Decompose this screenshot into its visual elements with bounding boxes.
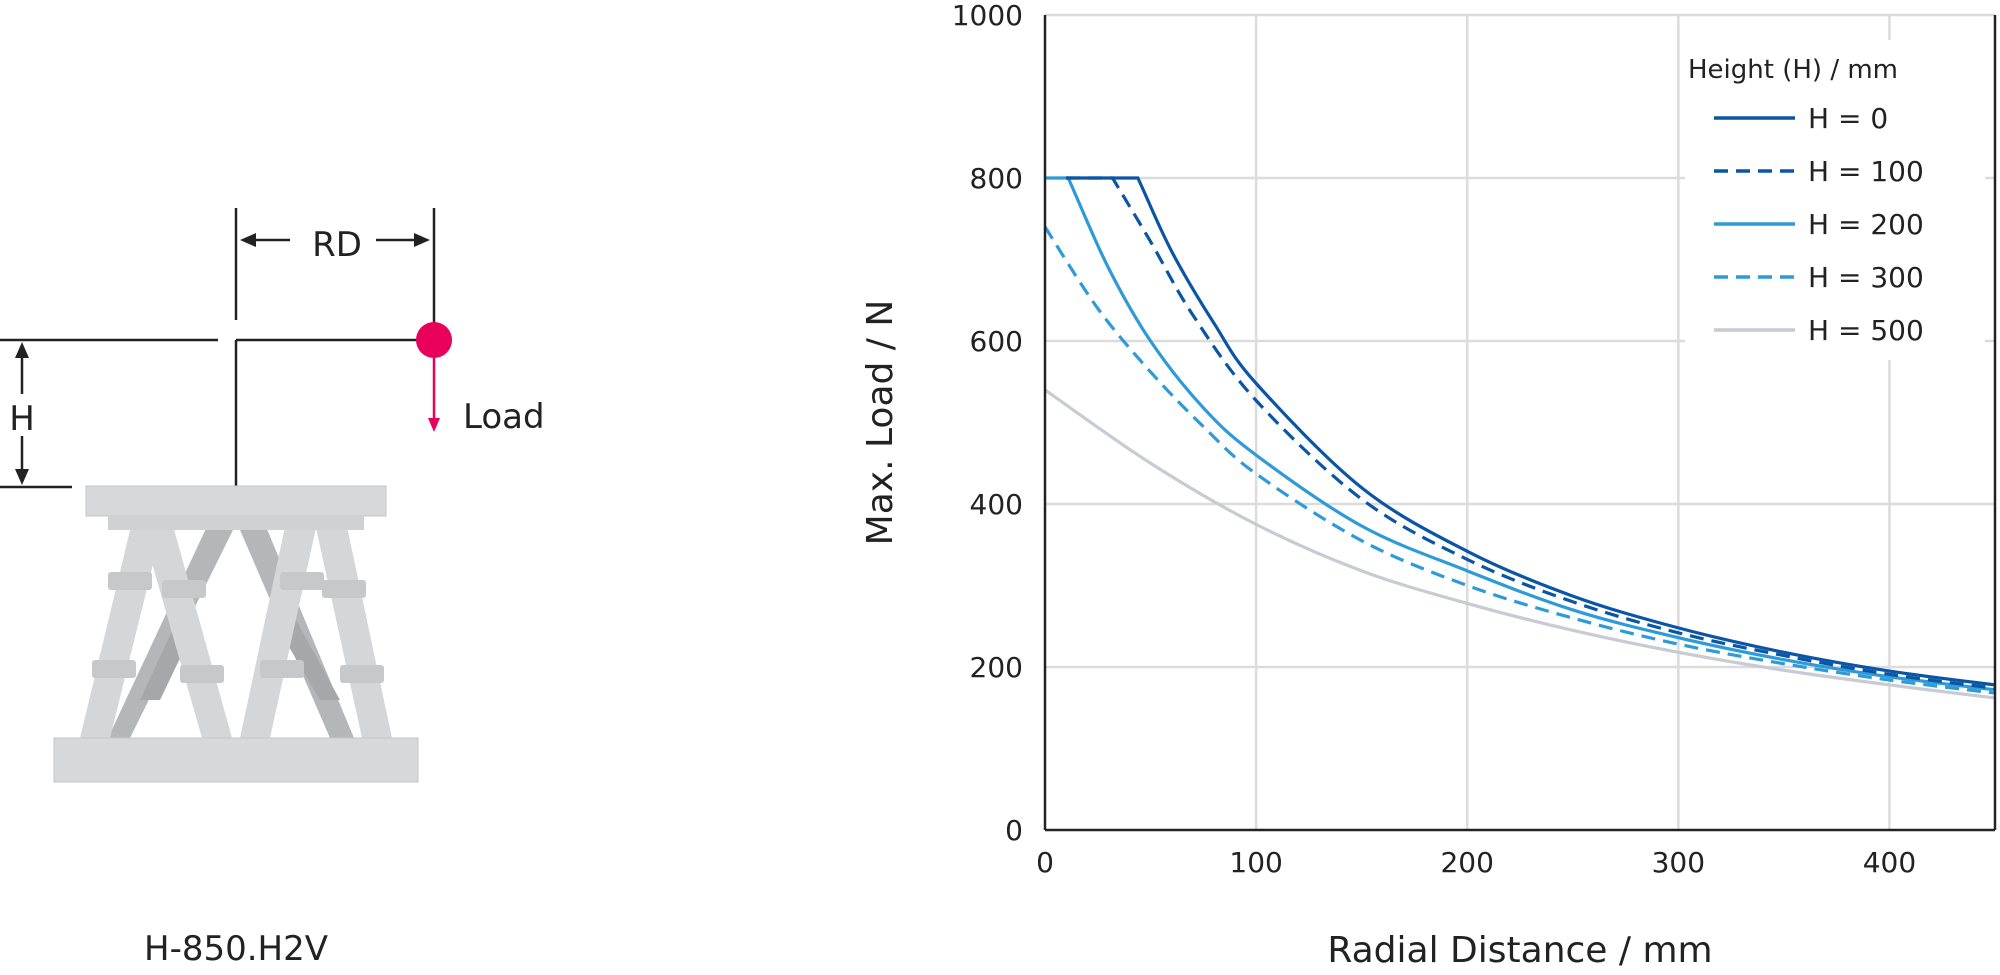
- model-label: H-850.H2V: [144, 929, 328, 969]
- y-axis-label: Max. Load / N: [860, 300, 901, 546]
- series-line-h-300: [1045, 226, 1995, 695]
- series-line-h-0: [1066, 176, 1995, 687]
- h-arrow-down-icon: [15, 469, 29, 485]
- load-arrow-icon: [428, 418, 440, 432]
- h-arrow-up-icon: [15, 342, 29, 358]
- rd-arrow-left-icon: [240, 233, 256, 247]
- legend-entry: H = 0: [1808, 102, 1888, 135]
- hexapod-icon: [53, 485, 419, 783]
- x-tick-label: 300: [1652, 846, 1705, 879]
- legend-entry: H = 100: [1808, 155, 1924, 188]
- load-point-icon: [416, 322, 452, 358]
- legend-entry: H = 200: [1808, 208, 1924, 241]
- x-tick-label: 200: [1440, 846, 1493, 879]
- series-group: [1045, 176, 1995, 700]
- rd-arrow-right-icon: [414, 233, 430, 247]
- y-tick-label: 1000: [952, 0, 1023, 32]
- load-label: Load: [463, 397, 545, 437]
- x-axis-label: Radial Distance / mm: [1327, 930, 1712, 971]
- axes: [1043, 15, 1997, 832]
- x-tick-label: 400: [1863, 846, 1916, 879]
- legend-background: [1685, 40, 1985, 360]
- y-tick-label: 200: [970, 651, 1023, 684]
- legend-entry: H = 500: [1808, 314, 1924, 347]
- y-tick-label: 600: [970, 325, 1023, 358]
- legend-entry: H = 300: [1808, 261, 1924, 294]
- y-tick-label: 400: [970, 488, 1023, 521]
- h-label: H: [9, 399, 35, 439]
- x-tick-label: 0: [1036, 846, 1054, 879]
- y-tick-label: 0: [1005, 814, 1023, 847]
- x-tick-label: 100: [1229, 846, 1282, 879]
- hexapod-diagram: RD H Load: [0, 208, 545, 969]
- series-line-h-500: [1045, 388, 1995, 700]
- legend-title: Height (H) / mm: [1688, 55, 1898, 85]
- legend: Height (H) / mm H = 0 H = 100 H = 200 H = 3…: [1685, 40, 1985, 360]
- max-load-chart: 0 100 200 300 400 0 200 400 600 800 1000 Radial Di…: [860, 0, 1997, 971]
- series-line-h-200: [1045, 176, 1995, 692]
- series-line-h-100: [1066, 176, 1995, 690]
- y-tick-label: 800: [970, 162, 1023, 195]
- rd-label: RD: [312, 225, 362, 265]
- tick-labels: 0 100 200 300 400 0 200 400 600 800 1000: [952, 0, 1916, 879]
